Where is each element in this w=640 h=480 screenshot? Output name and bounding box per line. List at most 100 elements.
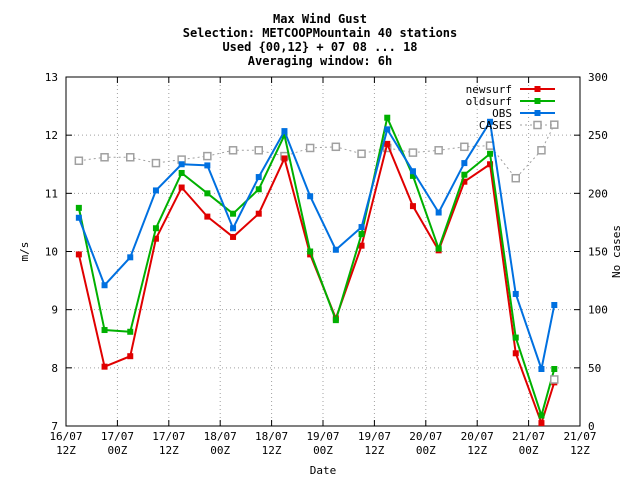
data-point [255,210,262,217]
y2-tick-label: 100 [588,304,608,317]
data-point [409,168,416,175]
title-line: Used {00,12} + 07 08 ... 18 [222,40,417,54]
data-point [434,146,443,155]
y-tick-label: 7 [51,420,58,433]
data-point [512,290,519,297]
data-point [358,231,365,238]
data-point [255,186,262,193]
legend-label: OBS [492,107,512,120]
data-point [75,214,82,221]
title-line: Max Wind Gust [273,12,367,26]
data-point [75,251,82,258]
x-tick-label: 17/07 [101,430,134,443]
y2-tick-label: 150 [588,246,608,259]
x-tick-label: 00Z [107,444,127,457]
data-point [435,245,442,252]
data-point [511,173,520,183]
legend-label: newsurf [466,83,512,96]
legend-marker [533,120,542,130]
data-point [384,140,391,147]
data-point [204,190,211,197]
x-tick-label: 18/07 [255,430,288,443]
data-point [203,151,212,161]
series-line-obs [77,120,556,370]
data-point [178,184,185,191]
y2-tick-label: 250 [588,129,608,142]
data-point [461,171,468,178]
data-point [551,302,558,309]
data-point [152,225,159,232]
data-point [230,225,237,232]
y-tick-label: 9 [51,304,58,317]
data-point [461,178,468,185]
legend-item-oldsurf: oldsurf [466,95,555,108]
data-point [204,213,211,220]
y-tick-label: 11 [45,187,58,200]
data-point-extra [550,375,559,384]
x-tick-label: 12Z [467,444,487,457]
data-point [408,148,418,157]
x-tick-label: 12Z [364,444,384,457]
data-point [357,149,366,159]
data-point [74,156,84,166]
data-point [255,174,262,181]
data-point [307,248,314,255]
x-tick-label: 18/07 [204,430,237,443]
data-point [254,146,263,155]
x-tick-label: 00Z [519,444,539,457]
x-tick-label: 19/07 [306,430,339,443]
series-layer [74,114,559,427]
series-oldsurf [75,114,558,419]
data-point [281,155,288,162]
data-point [435,209,442,216]
x-tick-label: 16/07 [49,430,82,443]
series-line-newsurf [77,142,556,425]
data-point [127,254,134,261]
series-cases [74,120,559,183]
data-point [307,193,314,200]
data-point [538,420,545,427]
legend-label: oldsurf [466,95,512,108]
y-tick-label: 13 [45,71,58,84]
x-axis-label: Date [310,464,337,477]
legend-label: CASES [479,119,512,132]
data-point [512,350,519,357]
x-tick-label: 00Z [210,444,230,457]
data-point [100,153,109,162]
x-tick-label: 12Z [159,444,179,457]
data-point [487,118,494,125]
y-tick-label: 10 [45,246,58,259]
data-point [358,242,365,249]
x-tick-label: 00Z [416,444,436,457]
data-point [230,210,237,217]
y2-tick-label: 300 [588,71,608,84]
y2-tick-label: 0 [588,420,595,433]
y-tick-label: 12 [45,129,58,142]
series-obs [75,118,558,372]
series-newsurf [75,140,558,427]
data-point [101,327,108,334]
data-point [228,146,238,155]
data-point [127,353,134,360]
data-point [331,142,341,152]
x-tick-label: 17/07 [152,430,185,443]
data-point [281,132,288,139]
data-point [126,153,135,162]
data-point [151,158,161,168]
data-point [538,412,545,419]
data-point [178,161,185,168]
data-point [178,169,185,176]
y2-tick-label: 200 [588,187,608,200]
series-line-oldsurf [77,116,556,417]
legend-marker [534,110,541,116]
x-tick-label: 00Z [313,444,333,457]
ticks: 7891011121305010015020025030016/0712Z17/… [45,71,608,457]
x-tick-label: 20/07 [409,430,442,443]
data-point [460,142,469,152]
x-tick-label: 21/07 [512,430,545,443]
x-tick-label: 21/07 [563,430,596,443]
x-tick-label: 12Z [56,444,76,457]
title-line: Selection: METCOOPMountain 40 stations [183,26,458,40]
